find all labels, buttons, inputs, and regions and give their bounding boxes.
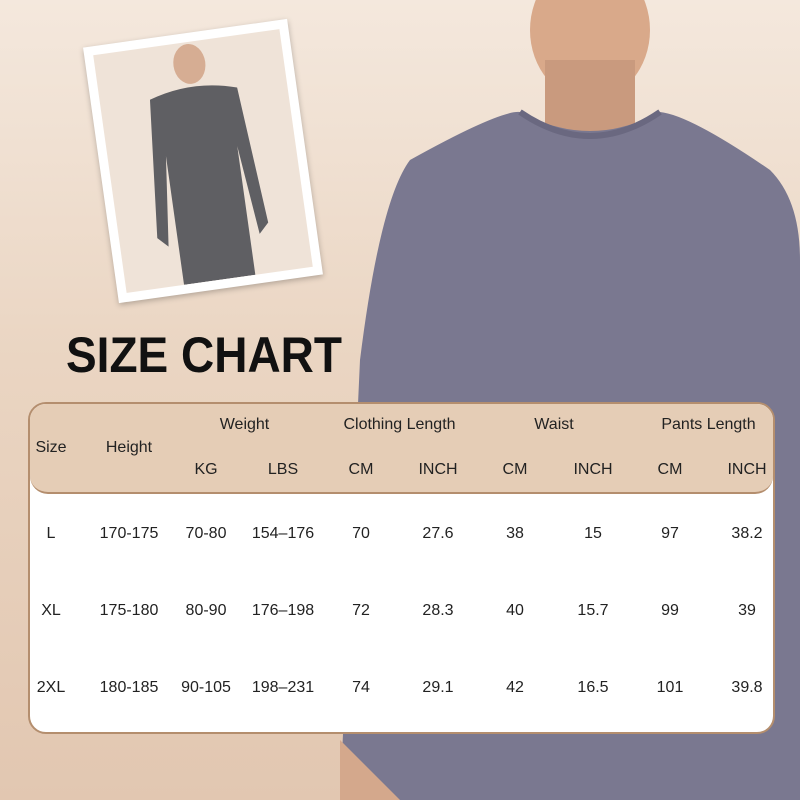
- table-cell: 38: [506, 525, 524, 542]
- column-header: Waist: [534, 416, 574, 433]
- size-chart-table: Size Height Weight Clothing Length Waist Pant…: [28, 402, 775, 734]
- table-cell: 72: [352, 602, 370, 619]
- unit-header: CM: [348, 461, 374, 478]
- table-cell: 176–198: [251, 602, 315, 619]
- table-cell: 42: [506, 679, 524, 696]
- table-cell: 16.5: [577, 679, 609, 696]
- table-cell: 28.3: [422, 602, 454, 619]
- page-title: SIZE CHART: [66, 327, 342, 383]
- unit-header: INCH: [573, 461, 613, 478]
- table-cell: 27.6: [422, 525, 454, 542]
- table-cell: 74: [352, 679, 370, 696]
- table-cell: 180-185: [99, 679, 159, 696]
- unit-header: INCH: [418, 461, 458, 478]
- unit-header: LBS: [267, 461, 299, 478]
- table-cell: 39.8: [731, 679, 763, 696]
- table-cell: 39: [738, 602, 756, 619]
- table-cell: 38.2: [731, 525, 763, 542]
- inset-product-photo: [83, 18, 323, 304]
- column-header: Clothing Length: [343, 416, 456, 433]
- table-cell: 15.7: [577, 602, 609, 619]
- table-cell: 70: [352, 525, 370, 542]
- table-cell: 154–176: [251, 525, 315, 542]
- column-header: Size: [35, 439, 67, 456]
- table-cell: 99: [661, 602, 679, 619]
- table-cell: 97: [661, 525, 679, 542]
- table-cell: 15: [584, 525, 602, 542]
- unit-header: CM: [502, 461, 528, 478]
- unit-header: INCH: [727, 461, 767, 478]
- table-cell: L: [46, 525, 56, 542]
- table-cell: 198–231: [251, 679, 315, 696]
- table-cell: 170-175: [99, 525, 159, 542]
- table-cell: 80-90: [185, 602, 227, 619]
- table-cell: XL: [41, 602, 61, 619]
- table-header: [30, 404, 773, 494]
- table-cell: 90-105: [181, 679, 231, 696]
- table-cell: 29.1: [422, 679, 454, 696]
- column-header: Pants Length: [661, 416, 756, 433]
- table-cell: 40: [506, 602, 524, 619]
- unit-header: CM: [657, 461, 683, 478]
- table-cell: 101: [656, 679, 684, 696]
- table-cell: 2XL: [36, 679, 66, 696]
- column-header: Height: [105, 439, 153, 456]
- table-cell: 175-180: [99, 602, 159, 619]
- table-cell: 70-80: [185, 525, 227, 542]
- column-header: Weight: [219, 416, 270, 433]
- unit-header: KG: [194, 461, 218, 478]
